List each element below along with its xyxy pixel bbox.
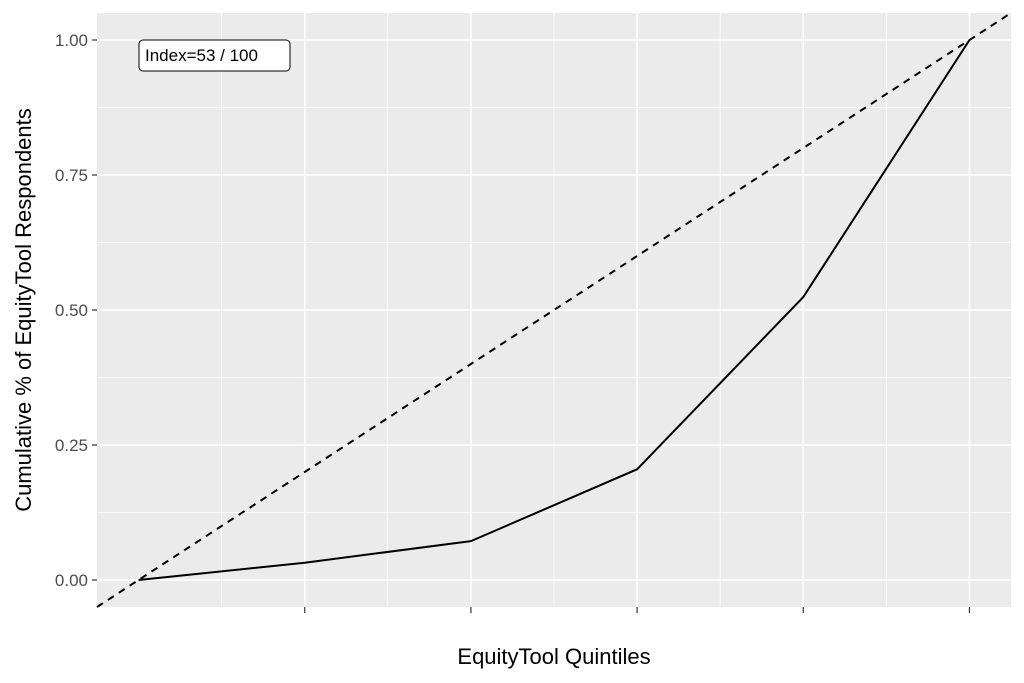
y-tick-label: 0.50: [55, 301, 88, 320]
x-axis-title: EquityTool Quintiles: [457, 644, 650, 669]
major-gridlines: [97, 13, 1011, 607]
y-tick-label: 0.25: [55, 436, 88, 455]
index-annotation: Index=53 / 100: [138, 39, 291, 72]
y-tick-label: 1.00: [55, 31, 88, 50]
y-tick-label: 0.00: [55, 571, 88, 590]
annotation-box: [138, 39, 291, 72]
x-axis: [304, 607, 971, 613]
y-axis-title: Cumulative % of EquityTool Respondents: [11, 108, 36, 512]
annotation-label: Index=53 / 100: [145, 46, 258, 65]
y-tick-label: 0.75: [55, 166, 88, 185]
minor-gridlines: [97, 13, 1011, 607]
y-axis: 0.00 0.25 0.50 0.75 1.00: [55, 31, 97, 590]
cumulative-line: [138, 39, 971, 581]
series-layer: [96, 12, 1012, 608]
